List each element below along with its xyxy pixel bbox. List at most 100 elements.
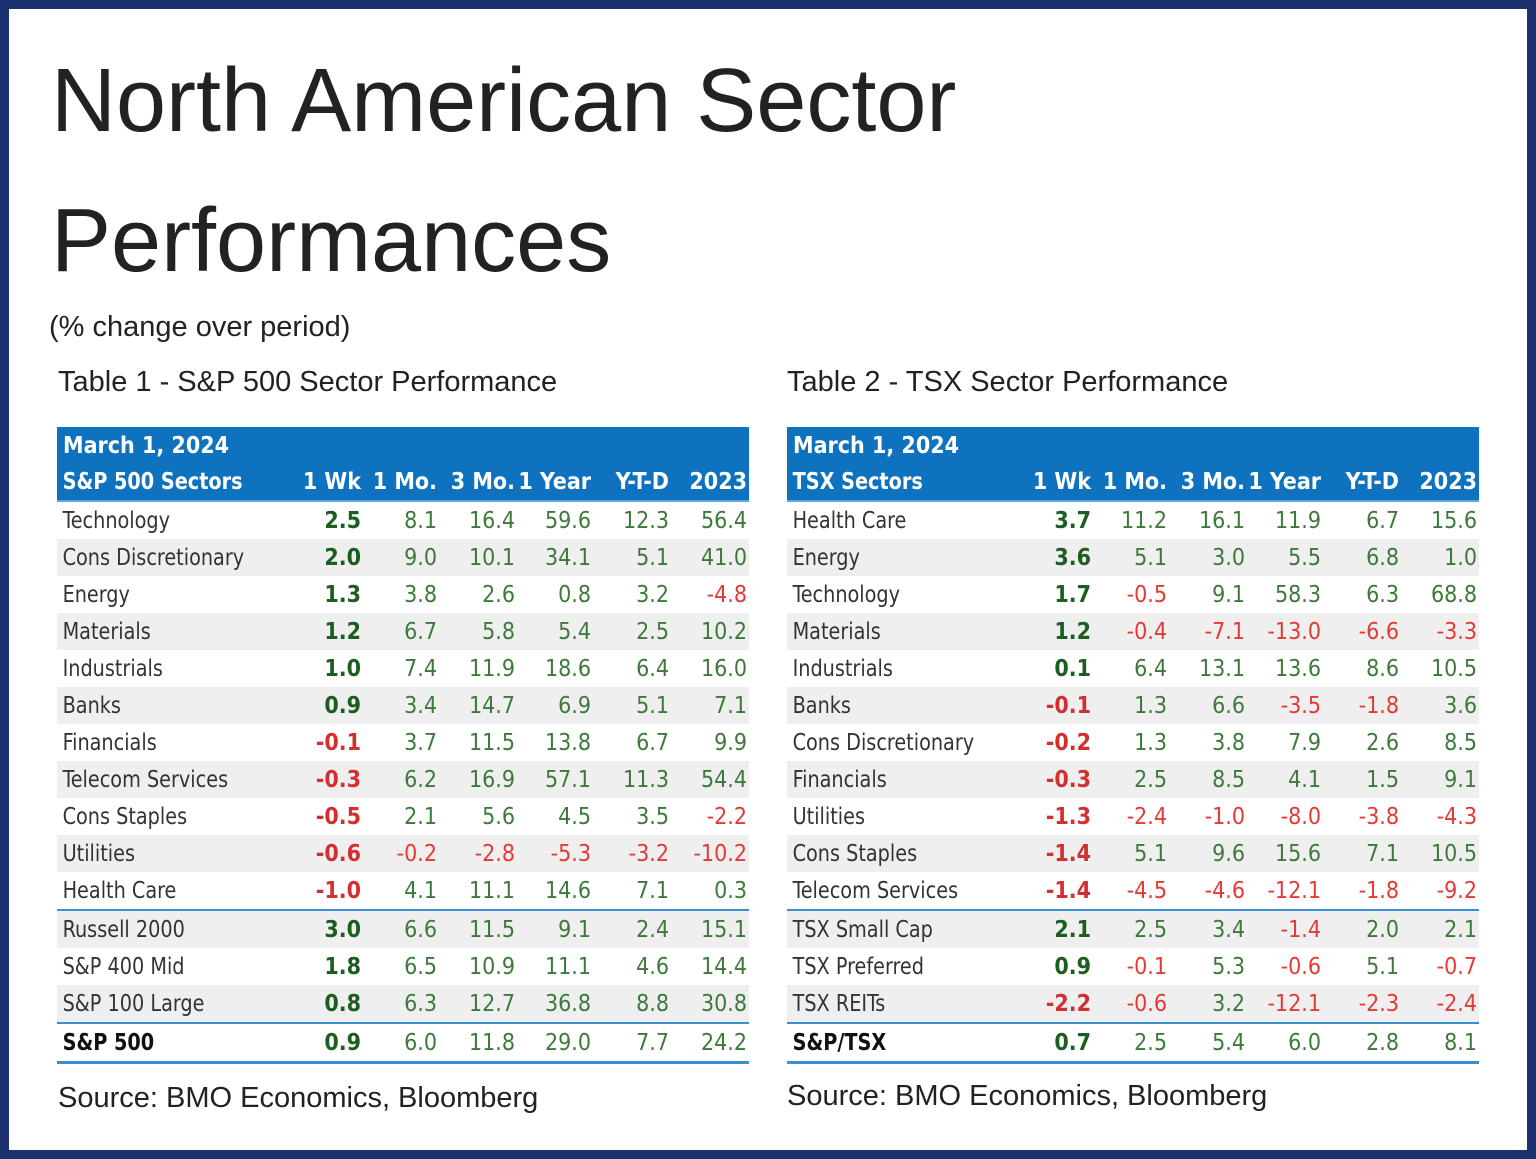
value-cell: 6.7 — [1366, 507, 1399, 534]
value-cell: 9.6 — [1212, 840, 1245, 867]
value-cell: -4.6 — [1204, 877, 1245, 904]
value-cell: 6.5 — [404, 953, 437, 980]
value-cell: 6.4 — [636, 655, 669, 682]
subtitle: (% change over period) — [49, 311, 351, 343]
value-cell: 2.0 — [1366, 916, 1399, 943]
value-cell: 5.1 — [636, 544, 669, 571]
table-row: TSX REITs -2.2 -0.6 3.2 -12.1 -2.3 -2.4 — [787, 985, 1479, 1022]
table-row: S&P 400 Mid 1.8 6.5 10.9 11.1 4.6 14.4 — [57, 948, 749, 985]
value-cell: 8.5 — [1444, 729, 1477, 756]
value-cell: 5.4 — [558, 618, 591, 645]
value-cell: 0.8 — [324, 990, 361, 1017]
value-cell: -1.0 — [315, 877, 361, 904]
sector-name: Technology — [62, 507, 171, 534]
value-cell: 11.2 — [1120, 507, 1167, 534]
table-row: Russell 2000 3.0 6.6 11.5 9.1 2.4 15.1 — [57, 909, 749, 948]
value-cell: -1.4 — [1045, 840, 1091, 867]
value-cell: 54.4 — [700, 766, 747, 793]
value-cell: 6.2 — [404, 766, 437, 793]
value-cell: 57.1 — [544, 766, 591, 793]
value-cell: 11.1 — [468, 877, 515, 904]
value-cell: 15.6 — [1430, 507, 1477, 534]
value-cell: 59.6 — [544, 507, 591, 534]
value-cell: 16.0 — [700, 655, 747, 682]
value-cell: 15.6 — [1274, 840, 1321, 867]
column-header: 1 Wk — [1032, 468, 1091, 495]
table-2-source: Source: BMO Economics, Bloomberg — [787, 1080, 1268, 1112]
value-cell: -10.2 — [693, 840, 747, 867]
sector-name: Industrials — [62, 655, 163, 682]
sector-name: Health Care — [62, 877, 177, 904]
value-cell: 41.0 — [700, 544, 747, 571]
value-cell: 16.9 — [468, 766, 515, 793]
value-cell: 1.2 — [1054, 618, 1091, 645]
value-cell: 11.5 — [468, 729, 515, 756]
value-cell: 4.6 — [636, 953, 669, 980]
name-header: S&P 500 Sectors — [62, 468, 243, 495]
value-cell: -3.2 — [628, 840, 669, 867]
value-cell: -0.4 — [1126, 618, 1167, 645]
value-cell: 5.6 — [482, 803, 515, 830]
value-cell: 6.0 — [404, 1029, 437, 1056]
value-cell: 9.1 — [1212, 581, 1245, 608]
value-cell: 9.0 — [404, 544, 437, 571]
value-cell: -2.4 — [1126, 803, 1167, 830]
value-cell: 6.3 — [404, 990, 437, 1017]
value-cell: 2.6 — [482, 581, 515, 608]
value-cell: 14.4 — [700, 953, 747, 980]
column-header: Y-T-D — [1345, 468, 1399, 495]
sector-name: Cons Staples — [62, 803, 188, 830]
sector-name: Technology — [792, 581, 901, 608]
table-body: Technology 2.5 8.1 16.4 59.6 12.3 56.4 Cons Dis… — [57, 502, 749, 1064]
value-cell: -0.5 — [315, 803, 361, 830]
value-cell: 3.4 — [404, 692, 437, 719]
value-cell: 12.7 — [468, 990, 515, 1017]
table-row: Financials -0.3 2.5 8.5 4.1 1.5 9.1 — [787, 761, 1479, 798]
value-cell: 1.3 — [1134, 692, 1167, 719]
name-header: TSX Sectors — [792, 468, 923, 495]
table-date: March 1, 2024 — [793, 433, 960, 459]
value-cell: -3.5 — [1280, 692, 1321, 719]
value-cell: 14.6 — [544, 877, 591, 904]
value-cell: 7.9 — [1288, 729, 1321, 756]
value-cell: -2.2 — [1045, 990, 1091, 1017]
table-row: TSX Preferred 0.9 -0.1 5.3 -0.6 5.1 -0.7 — [787, 948, 1479, 985]
table-row: Health Care -1.0 4.1 11.1 14.6 7.1 0.3 — [57, 872, 749, 909]
value-cell: 3.7 — [1054, 507, 1091, 534]
value-cell: 0.9 — [324, 692, 361, 719]
value-cell: 3.6 — [1444, 692, 1477, 719]
value-cell: 3.7 — [404, 729, 437, 756]
value-cell: 3.5 — [636, 803, 669, 830]
value-cell: 10.1 — [468, 544, 515, 571]
column-header: 1 Year — [1248, 468, 1321, 495]
column-header: 3 Mo. — [450, 468, 515, 495]
value-cell: 5.8 — [482, 618, 515, 645]
value-cell: 7.7 — [636, 1029, 669, 1056]
value-cell: 3.4 — [1212, 916, 1245, 943]
value-cell: -12.1 — [1267, 877, 1321, 904]
value-cell: 6.6 — [404, 916, 437, 943]
table-header: March 1, 2024 TSX Sectors 1 Wk 1 Mo. 3 M… — [787, 427, 1479, 502]
value-cell: -1.3 — [1045, 803, 1091, 830]
value-cell: 6.0 — [1288, 1029, 1321, 1056]
value-cell: 3.8 — [404, 581, 437, 608]
value-cell: 2.6 — [1366, 729, 1399, 756]
table-row: TSX Small Cap 2.1 2.5 3.4 -1.4 2.0 2.1 — [787, 909, 1479, 948]
value-cell: 2.5 — [1134, 916, 1167, 943]
table-row: Telecom Services -1.4 -4.5 -4.6 -12.1 -1.8 -9.… — [787, 872, 1479, 909]
value-cell: 16.1 — [1198, 507, 1245, 534]
table-row: Utilities -0.6 -0.2 -2.8 -5.3 -3.2 -10.2 — [57, 835, 749, 872]
value-cell: 1.3 — [324, 581, 361, 608]
value-cell: -1.4 — [1280, 916, 1321, 943]
value-cell: 0.9 — [1054, 953, 1091, 980]
value-cell: 1.3 — [1134, 729, 1167, 756]
table-body: Health Care 3.7 11.2 16.1 11.9 6.7 15.6 Energy 3… — [787, 502, 1479, 1064]
value-cell: -0.3 — [315, 766, 361, 793]
sector-name: Materials — [792, 618, 881, 645]
value-cell: 10.5 — [1430, 840, 1477, 867]
table-row: S&P 500 0.9 6.0 11.8 29.0 7.7 24.2 — [57, 1022, 749, 1064]
value-cell: 11.8 — [468, 1029, 515, 1056]
column-header: 2023 — [689, 468, 747, 495]
value-cell: 4.1 — [404, 877, 437, 904]
value-cell: 10.5 — [1430, 655, 1477, 682]
